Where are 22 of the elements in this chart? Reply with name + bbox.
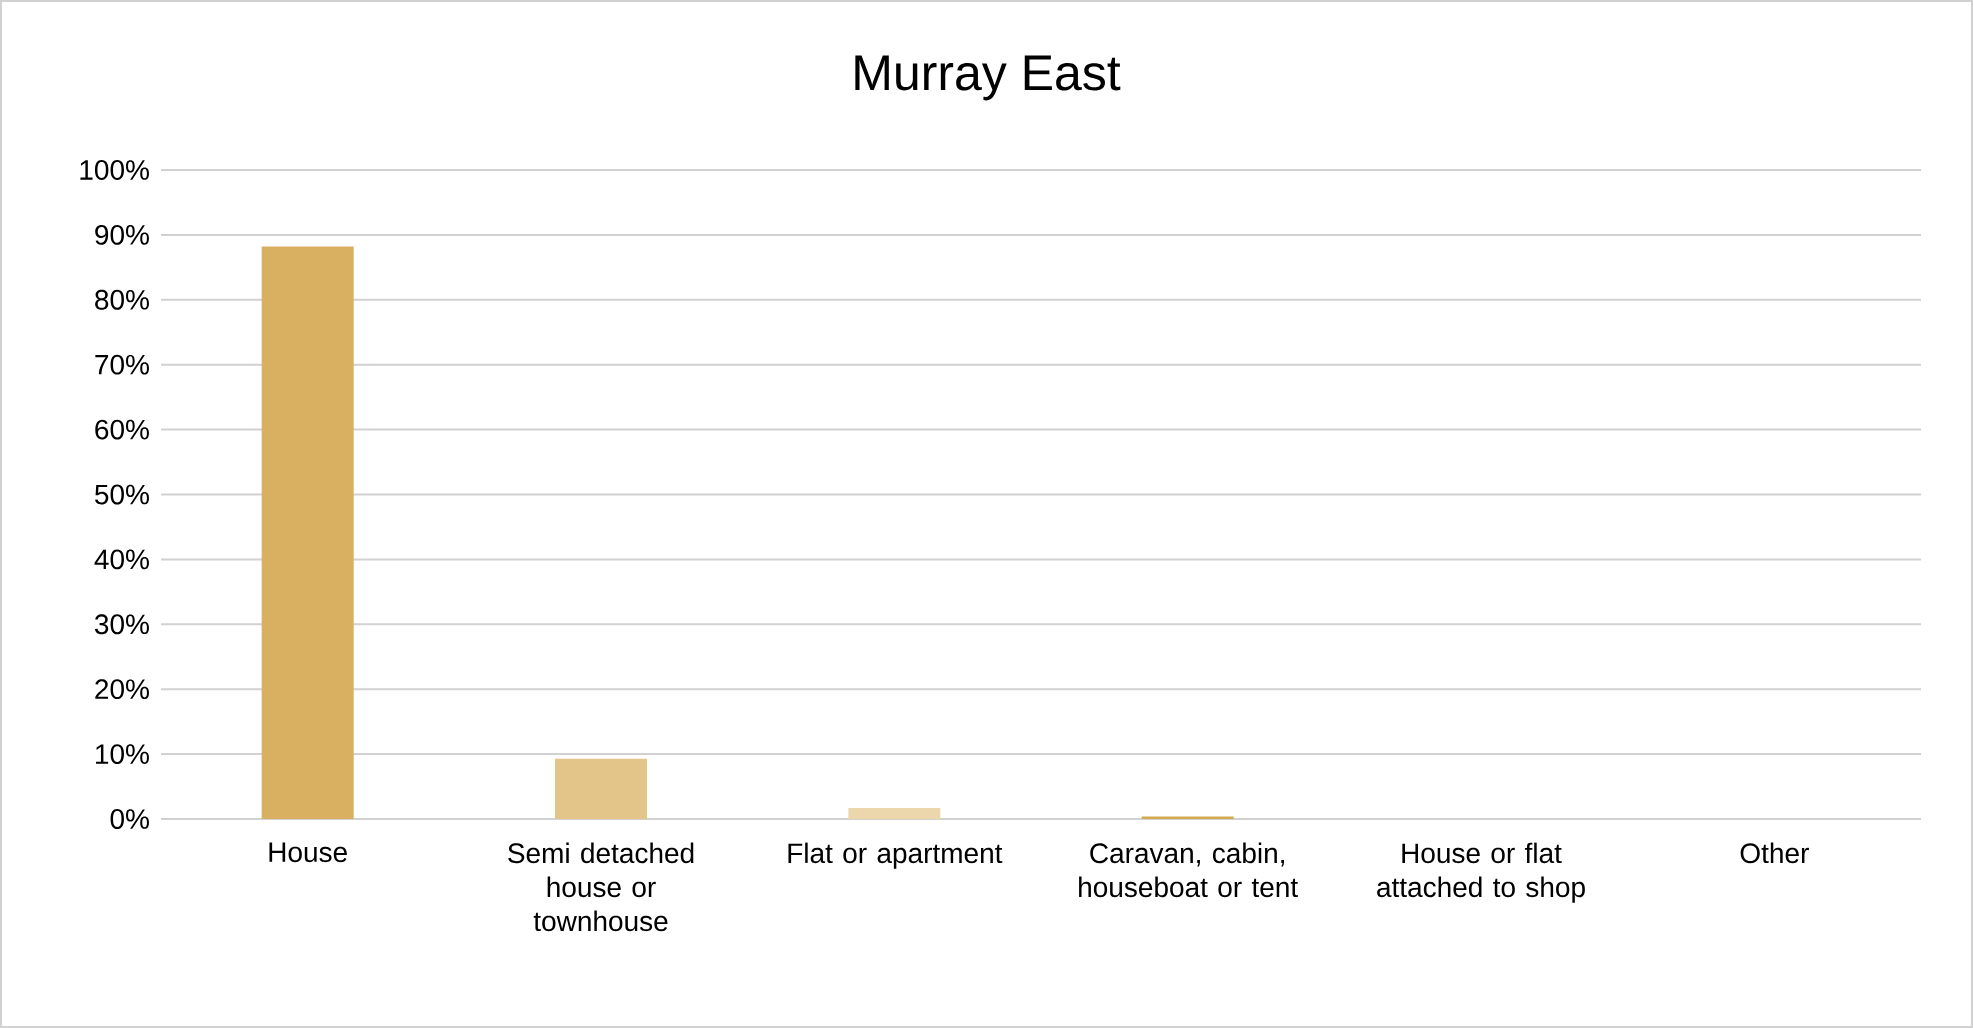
y-tick-label: 60% [95,419,149,440]
y-tick-label: 30% [94,614,149,635]
x-tick-label: Flat or apartment [788,842,1003,869]
y-tick-label: 20% [95,679,149,700]
bar [848,807,941,819]
bar [555,758,648,819]
x-tick-label: Caravan, cabin, houseboat or tent [1079,842,1298,898]
chart-title: Murray East [855,55,1121,101]
bar [1141,816,1234,819]
x-tick-label: House or flat attached to shop [1377,842,1585,903]
y-tick-label: 100% [80,160,149,180]
x-tick-label: Semi detached house or townhouse [508,842,694,932]
x-tick-label: House [269,842,347,863]
y-tick-label: 70% [95,354,149,375]
y-tick-label: 40% [94,549,149,570]
y-tick-label: 90% [95,224,149,245]
y-tick-label: 10% [96,744,149,765]
x-tick-label: Other [1740,842,1809,864]
y-tick-label: 80% [95,289,149,310]
y-tick-label: 0% [110,809,149,829]
y-tick-label: 50% [95,484,149,505]
bar [261,246,354,819]
